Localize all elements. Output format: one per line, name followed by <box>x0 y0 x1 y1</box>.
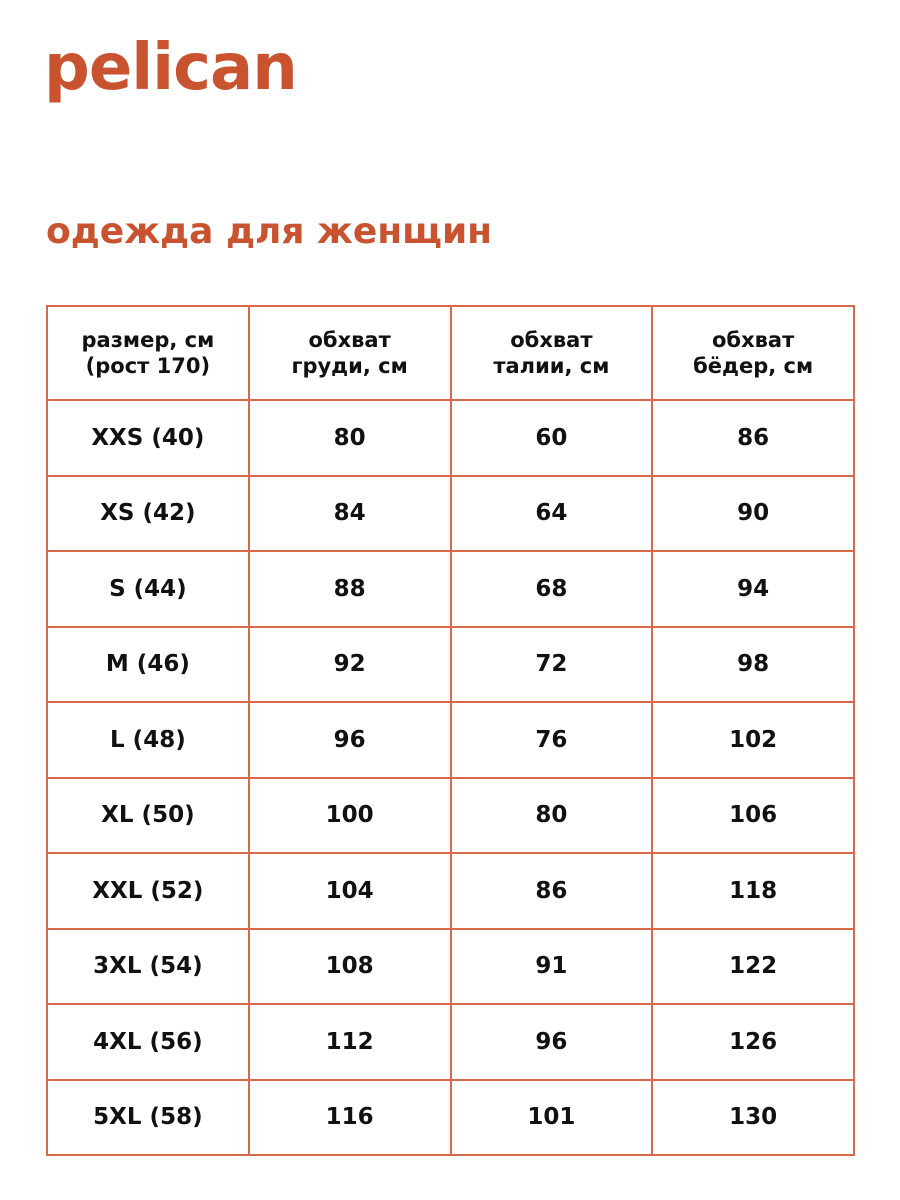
table-body: XXS (40) 80 60 86 XS (42) 84 64 90 S (44) 88 68 94 M… <box>46 399 855 1156</box>
waist-cell: 86 <box>449 852 654 930</box>
size-cell: M (46) <box>46 625 250 703</box>
table-row: S (44) 88 68 94 <box>46 550 855 628</box>
header-hips-line1: обхват <box>711 327 795 352</box>
waist-cell: 72 <box>449 625 654 703</box>
header-size-line2: (рост 170) <box>85 354 211 378</box>
table-row: 3XL (54) 108 91 122 <box>46 927 855 1005</box>
waist-cell: 76 <box>449 701 654 779</box>
waist-cell: 80 <box>449 776 654 854</box>
waist-cell: 91 <box>449 927 654 1005</box>
table-row: 4XL (56) 112 96 126 <box>46 1003 855 1081</box>
size-cell: 3XL (54) <box>46 927 250 1005</box>
size-cell: 5XL (58) <box>46 1078 250 1156</box>
chest-cell: 100 <box>247 776 452 854</box>
waist-cell: 60 <box>449 399 654 477</box>
table-row: XL (50) 100 80 106 <box>46 776 855 854</box>
hips-cell: 106 <box>651 776 855 854</box>
table-row: 5XL (58) 116 101 130 <box>46 1078 855 1156</box>
waist-cell: 64 <box>449 474 654 552</box>
header-chest: обхват груди, см <box>247 305 452 401</box>
chest-cell: 112 <box>247 1003 452 1081</box>
chest-cell: 104 <box>247 852 452 930</box>
chest-cell: 108 <box>247 927 452 1005</box>
waist-cell: 68 <box>449 550 654 628</box>
size-cell: XS (42) <box>46 474 250 552</box>
header-chest-line1: обхват <box>308 327 391 352</box>
hips-cell: 126 <box>651 1003 855 1081</box>
table-row: XS (42) 84 64 90 <box>46 474 855 552</box>
hips-cell: 102 <box>651 701 855 779</box>
header-size: размер, см (рост 170) <box>46 305 250 401</box>
hips-cell: 98 <box>651 625 855 703</box>
size-cell: XXL (52) <box>46 852 250 930</box>
chest-cell: 88 <box>247 550 452 628</box>
table-row: XXS (40) 80 60 86 <box>46 399 855 477</box>
hips-cell: 94 <box>651 550 855 628</box>
table-row: XXL (52) 104 86 118 <box>46 852 855 930</box>
header-waist-line1: обхват <box>510 327 593 352</box>
chest-cell: 116 <box>247 1078 452 1156</box>
chest-cell: 84 <box>247 474 452 552</box>
table-row: M (46) 92 72 98 <box>46 625 855 703</box>
size-cell: XXS (40) <box>46 399 250 477</box>
hips-cell: 118 <box>651 852 855 930</box>
header-chest-line2: груди, см <box>291 354 408 378</box>
header-size-line1: размер, см <box>81 327 215 352</box>
size-cell: L (48) <box>46 701 250 779</box>
header-waist: обхват талии, см <box>449 305 654 401</box>
size-cell: 4XL (56) <box>46 1003 250 1081</box>
chest-cell: 96 <box>247 701 452 779</box>
table-row: L (48) 96 76 102 <box>46 701 855 779</box>
size-cell: S (44) <box>46 550 250 628</box>
waist-cell: 101 <box>449 1078 654 1156</box>
hips-cell: 130 <box>651 1078 855 1156</box>
size-chart-table: размер, см (рост 170) обхват груди, см обхва… <box>46 305 855 1156</box>
page-title: одежда для женщин <box>46 211 493 252</box>
waist-cell: 96 <box>449 1003 654 1081</box>
chest-cell: 92 <box>247 625 452 703</box>
header-waist-line2: талии, см <box>493 354 610 378</box>
header-hips: обхват бёдер, см <box>651 305 855 401</box>
header-row: размер, см (рост 170) обхват груди, см обхва… <box>46 305 855 401</box>
hips-cell: 86 <box>651 399 855 477</box>
hips-cell: 90 <box>651 474 855 552</box>
chest-cell: 80 <box>247 399 452 477</box>
size-cell: XL (50) <box>46 776 250 854</box>
header-hips-line2: бёдер, см <box>693 354 814 378</box>
pelican-logo: pelican <box>44 31 298 105</box>
hips-cell: 122 <box>651 927 855 1005</box>
